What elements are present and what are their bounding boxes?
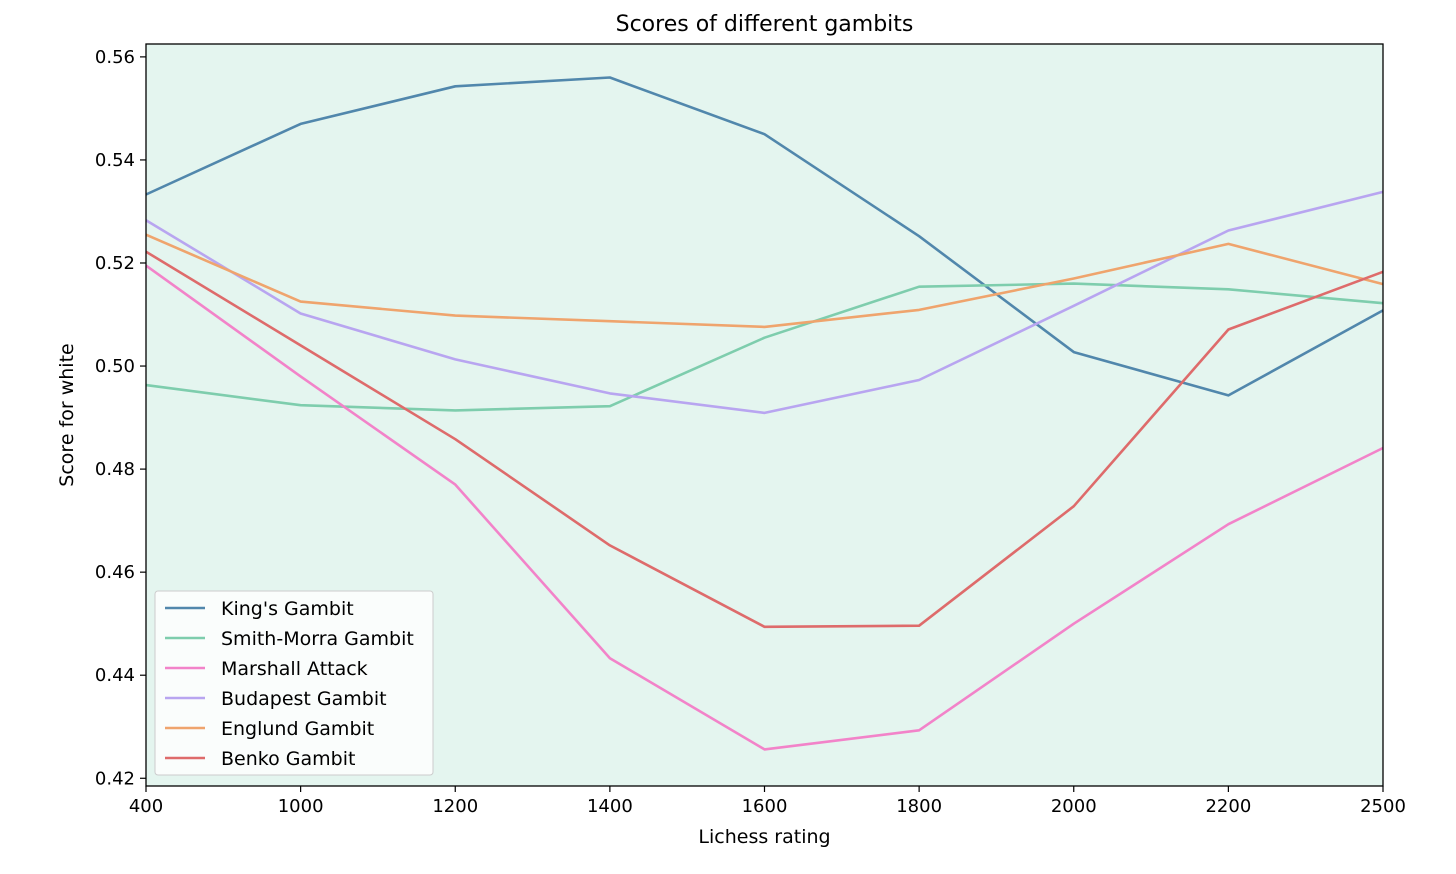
series-line-smith-morra-gambit (145, 282, 1384, 412)
series-line-benko-gambit (145, 250, 1384, 629)
y-axis-ticks: 0.42 0.44 0.46 0.48 0.50 0.52 0.54 0.56 (95, 47, 146, 789)
x-tick-label: 400 (129, 796, 163, 817)
chart-title: Scores of different gambits (616, 12, 914, 37)
legend-label: King's Gambit (221, 598, 354, 620)
y-tick-label: 0.54 (95, 150, 135, 171)
legend-label: Smith-Morra Gambit (221, 628, 414, 650)
legend: King's Gambit Smith-Morra Gambit Marshall … (154, 590, 434, 776)
legend-label: Budapest Gambit (221, 688, 387, 710)
x-tick-label: 2500 (1360, 796, 1406, 817)
x-axis-ticks: 400 1000 1200 1400 1600 1800 2000 2200 2500 (129, 786, 1406, 817)
x-tick-label: 1000 (278, 796, 324, 817)
y-tick-label: 0.42 (95, 768, 135, 789)
y-tick-label: 0.50 (95, 356, 135, 377)
x-tick-label: 1800 (896, 796, 942, 817)
x-tick-label: 1600 (742, 796, 788, 817)
series-line-king-s-gambit (145, 76, 1384, 397)
x-axis-label: Lichess rating (698, 826, 830, 848)
y-tick-label: 0.56 (95, 47, 135, 68)
legend-label: Benko Gambit (221, 748, 355, 770)
y-tick-label: 0.52 (95, 253, 135, 274)
y-tick-label: 0.44 (95, 665, 135, 686)
series-line-englund-gambit (145, 233, 1384, 329)
y-axis-label: Score for white (56, 343, 78, 486)
y-tick-label: 0.48 (95, 459, 135, 480)
x-tick-label: 2200 (1205, 796, 1251, 817)
series-lines (145, 76, 1384, 751)
y-tick-label: 0.46 (95, 562, 135, 583)
legend-box (154, 590, 434, 776)
x-tick-label: 2000 (1051, 796, 1097, 817)
legend-label: Marshall Attack (221, 658, 368, 680)
x-tick-label: 1400 (587, 796, 633, 817)
legend-label: Englund Gambit (221, 718, 374, 740)
x-tick-label: 1200 (432, 796, 478, 817)
series-line-marshall-attack (145, 264, 1384, 751)
